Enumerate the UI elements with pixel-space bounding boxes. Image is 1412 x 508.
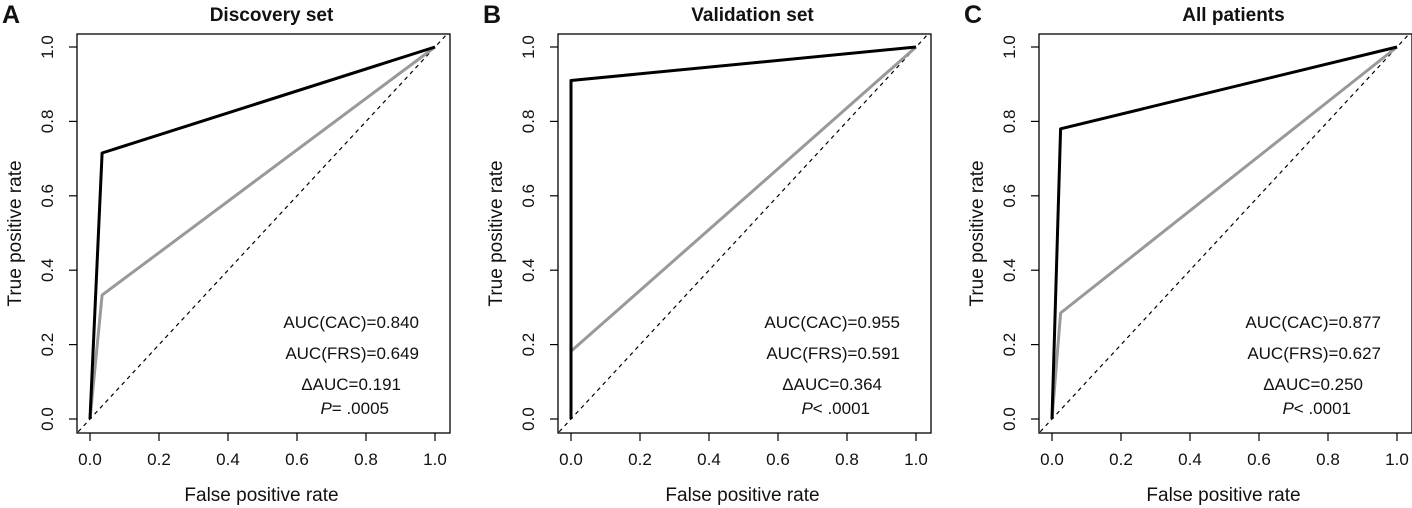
x-tick-label: 0.4 — [1178, 450, 1202, 469]
x-tick-label: 0.4 — [697, 450, 721, 469]
x-tick-label: 1.0 — [904, 450, 928, 469]
roc-chart-svg: C All patients 0.0 0.2 0.4 0.6 0.8 1.0 0.0 0.2 0.4… — [964, 1, 1412, 506]
roc-panel-a: A Discovery set 0.0 0.2 0.4 0.6 0.8 1.0 0.0 0.2 0.… — [0, 0, 470, 508]
x-tick-label: 0.6 — [285, 450, 309, 469]
x-tick-label: 1.0 — [423, 450, 447, 469]
roc-chart-svg: B Validation set 0.0 0.2 0.4 0.6 0.8 1.0 0.0 0.2 0… — [483, 1, 932, 506]
x-tick-label: 0.4 — [216, 450, 240, 469]
y-tick-label: 0.8 — [1000, 110, 1019, 134]
annotation-delta-auc: ΔAUC=0.364 — [782, 375, 882, 394]
plot-frame — [557, 33, 932, 434]
x-tick-label: 0.8 — [354, 450, 378, 469]
annotation-auc-cac: AUC(CAC)=0.840 — [283, 313, 419, 332]
p-value-text: < .0001 — [813, 399, 870, 418]
y-tick-label: 0.6 — [519, 184, 538, 208]
y-axis-label: True positive rate — [5, 160, 26, 306]
x-tick-label: 0.8 — [1316, 450, 1340, 469]
x-tick-label: 0.6 — [766, 450, 790, 469]
plot-title: Validation set — [691, 5, 814, 26]
y-tick-label: 0.4 — [38, 258, 57, 282]
plot-title: All patients — [1182, 5, 1284, 26]
x-axis-label: False positive rate — [1146, 485, 1300, 506]
roc-panel-b: B Validation set 0.0 0.2 0.4 0.6 0.8 1.0 0.0 0.2 0… — [481, 0, 951, 508]
y-tick-label: 0.0 — [519, 407, 538, 431]
annotation-auc-cac: AUC(CAC)=0.955 — [764, 313, 900, 332]
plot-frame — [1038, 33, 1412, 434]
x-tick-label: 0.0 — [78, 450, 102, 469]
y-tick-label: 1.0 — [1000, 35, 1019, 59]
data-layer — [77, 34, 448, 433]
y-axis-label: True positive rate — [967, 160, 988, 306]
y-tick-label: 0.6 — [38, 184, 57, 208]
p-symbol: P — [1282, 399, 1294, 418]
x-tick-label: 1.0 — [1385, 450, 1409, 469]
annotation-p-value: P< .0001 — [801, 399, 870, 418]
x-tick-label: 0.6 — [1247, 450, 1271, 469]
y-tick-label: 0.0 — [1000, 407, 1019, 431]
roc-chart-svg: A Discovery set 0.0 0.2 0.4 0.6 0.8 1.0 0.0 0.2 0.… — [2, 1, 451, 506]
x-tick-label: 0.8 — [835, 450, 859, 469]
y-tick-label: 1.0 — [519, 35, 538, 59]
y-tick-label: 0.8 — [38, 110, 57, 134]
annotation-auc-frs: AUC(FRS)=0.591 — [766, 344, 900, 363]
x-tick-label: 0.2 — [628, 450, 652, 469]
p-value-text: = .0005 — [332, 399, 389, 418]
annotation-p-value: P= .0005 — [320, 399, 389, 418]
p-symbol: P — [320, 399, 332, 418]
y-tick-label: 0.2 — [1000, 333, 1019, 357]
y-tick-label: 0.4 — [1000, 258, 1019, 282]
annotation-delta-auc: ΔAUC=0.191 — [301, 375, 401, 394]
p-symbol: P — [801, 399, 813, 418]
annotation-auc-frs: AUC(FRS)=0.627 — [1247, 344, 1381, 363]
roc-curve-cac — [1050, 45, 1398, 420]
roc-curve-cac — [88, 45, 436, 420]
annotation-p-value: P< .0001 — [1282, 399, 1351, 418]
data-layer — [558, 34, 929, 433]
x-tick-label: 0.2 — [1109, 450, 1133, 469]
panel-letter: B — [483, 1, 501, 29]
x-axis-label: False positive rate — [665, 485, 819, 506]
roc-curve-cac — [569, 45, 917, 419]
y-tick-label: 0.4 — [519, 258, 538, 282]
y-tick-label: 0.2 — [38, 333, 57, 357]
annotation-auc-frs: AUC(FRS)=0.649 — [285, 344, 419, 363]
panel-letter: C — [964, 1, 982, 29]
reference-diagonal-line — [1039, 34, 1410, 433]
y-tick-label: 0.2 — [519, 333, 538, 357]
data-layer — [1039, 34, 1410, 433]
y-axis-label: True positive rate — [486, 160, 507, 306]
x-axis-label: False positive rate — [184, 485, 338, 506]
x-tick-label: 0.0 — [559, 450, 583, 469]
x-tick-label: 0.0 — [1040, 450, 1064, 469]
plot-title: Discovery set — [210, 5, 334, 26]
roc-curve-frs — [1050, 45, 1398, 420]
y-tick-label: 0.8 — [519, 110, 538, 134]
p-value-text: < .0001 — [1294, 399, 1351, 418]
roc-panel-c: C All patients 0.0 0.2 0.4 0.6 0.8 1.0 0.0 0.2 0.4… — [962, 0, 1412, 508]
x-tick-label: 0.2 — [147, 450, 171, 469]
reference-diagonal-line — [77, 34, 448, 433]
reference-diagonal-line — [558, 34, 929, 433]
annotation-auc-cac: AUC(CAC)=0.877 — [1245, 313, 1381, 332]
y-tick-label: 0.6 — [1000, 184, 1019, 208]
annotation-delta-auc: ΔAUC=0.250 — [1263, 375, 1363, 394]
y-tick-label: 0.0 — [38, 407, 57, 431]
roc-curve-frs — [88, 45, 436, 420]
panel-letter: A — [2, 1, 20, 29]
plot-frame — [76, 33, 451, 434]
y-tick-label: 1.0 — [38, 35, 57, 59]
